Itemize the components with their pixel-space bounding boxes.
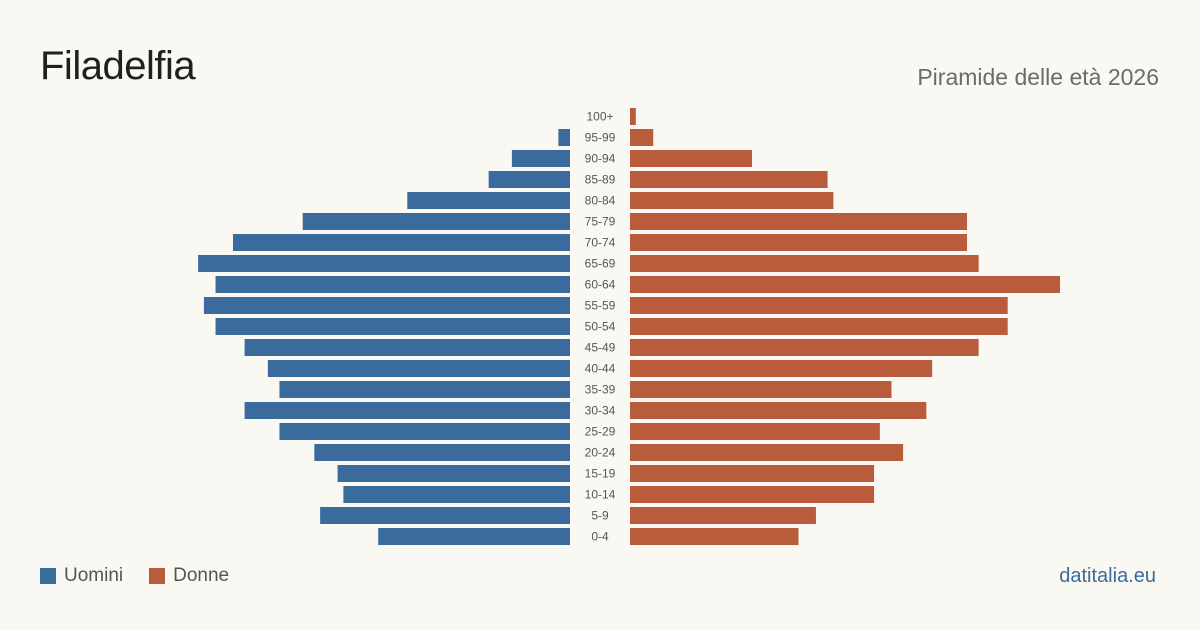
bar-male-70-74 (232, 234, 571, 251)
bar-male-15-19 (337, 465, 570, 482)
bar-male-20-24 (314, 444, 570, 461)
bar-male-5-9 (320, 507, 570, 524)
age-label-100+: 100+ (586, 110, 613, 124)
bar-female-40-44 (630, 360, 933, 377)
age-label-65-69: 65-69 (585, 257, 616, 271)
bar-female-10-14 (630, 486, 875, 503)
age-label-75-79: 75-79 (585, 215, 616, 229)
age-label-20-24: 20-24 (585, 446, 616, 460)
age-label-40-44: 40-44 (585, 362, 616, 376)
bar-female-15-19 (630, 465, 875, 482)
bar-female-80-84 (630, 192, 834, 209)
bar-female-60-64 (630, 276, 1060, 293)
bar-female-85-89 (630, 171, 828, 188)
legend-swatch-female (149, 568, 166, 584)
bar-male-95-99 (558, 129, 570, 146)
age-label-95-99: 95-99 (585, 131, 616, 145)
bar-female-75-79 (630, 213, 968, 230)
bar-male-30-34 (244, 402, 570, 419)
bar-male-25-29 (279, 423, 570, 440)
age-label-55-59: 55-59 (585, 299, 616, 313)
age-label-50-54: 50-54 (585, 320, 616, 334)
bar-male-75-79 (302, 213, 570, 230)
bar-male-50-54 (215, 318, 571, 335)
bar-female-100+ (630, 108, 636, 125)
bar-female-35-39 (630, 381, 892, 398)
bar-male-0-4 (378, 528, 570, 545)
bar-female-55-59 (630, 297, 1008, 314)
bar-male-60-64 (215, 276, 571, 293)
age-label-0-4: 0-4 (591, 530, 609, 544)
bar-male-35-39 (279, 381, 570, 398)
age-label-25-29: 25-29 (585, 425, 616, 439)
age-label-70-74: 70-74 (585, 236, 616, 250)
chart-title: Filadelfia (40, 44, 196, 88)
bar-male-85-89 (488, 171, 570, 188)
brand-link[interactable]: datitalia.eu (1059, 565, 1156, 587)
bar-female-45-49 (630, 339, 979, 356)
age-label-15-19: 15-19 (585, 467, 616, 481)
bar-female-0-4 (630, 528, 799, 545)
bar-male-90-94 (511, 150, 570, 167)
bar-male-80-84 (407, 192, 570, 209)
bar-female-65-69 (630, 255, 979, 272)
bar-male-40-44 (267, 360, 570, 377)
age-label-85-89: 85-89 (585, 173, 616, 187)
age-label-60-64: 60-64 (585, 278, 616, 292)
bar-female-20-24 (630, 444, 904, 461)
bar-male-65-69 (198, 255, 571, 272)
chart-subtitle: Piramide delle età 2026 (917, 64, 1159, 90)
age-label-80-84: 80-84 (585, 194, 616, 208)
bar-female-25-29 (630, 423, 880, 440)
bar-female-5-9 (630, 507, 816, 524)
bar-female-90-94 (630, 150, 753, 167)
age-label-45-49: 45-49 (585, 341, 616, 355)
legend: Uomini Donne (40, 564, 255, 588)
age-label-10-14: 10-14 (585, 488, 616, 502)
legend-label-female: Donne (173, 565, 230, 586)
bar-female-95-99 (630, 129, 654, 146)
legend-label-male: Uomini (64, 565, 124, 586)
age-label-35-39: 35-39 (585, 383, 616, 397)
bar-male-10-14 (343, 486, 570, 503)
age-label-5-9: 5-9 (591, 509, 609, 523)
bar-female-30-34 (630, 402, 927, 419)
legend-swatch-male (40, 568, 56, 584)
legend-item-male: Uomini (40, 565, 123, 587)
bar-male-45-49 (244, 339, 570, 356)
legend-item-female: Donne (149, 565, 229, 587)
bar-male-55-59 (203, 297, 570, 314)
bar-female-70-74 (630, 234, 968, 251)
age-label-30-34: 30-34 (585, 404, 616, 418)
age-label-90-94: 90-94 (585, 152, 616, 166)
bar-female-50-54 (630, 318, 1008, 335)
